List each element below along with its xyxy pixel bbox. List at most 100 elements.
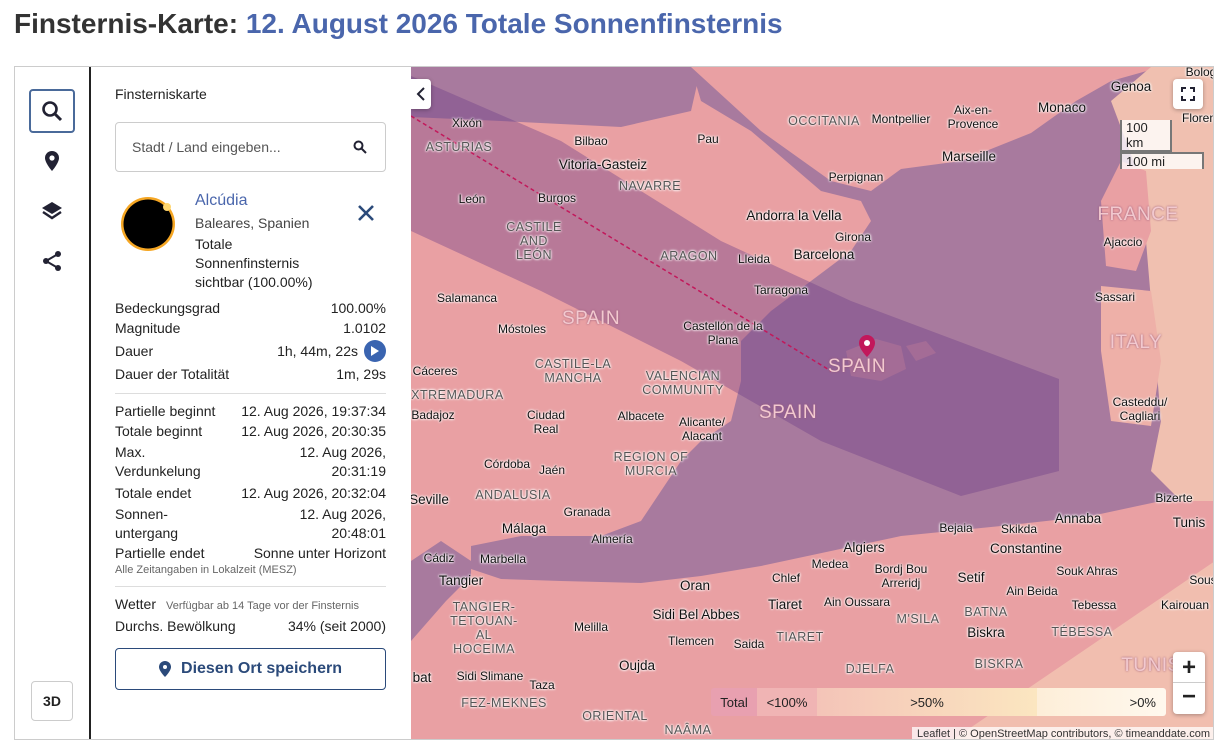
fullscreen-icon: [1181, 87, 1195, 101]
3d-button[interactable]: 3D: [31, 681, 73, 721]
pin-icon: [159, 661, 172, 677]
stat-value: 1.0102: [343, 320, 386, 336]
map-label: Floren: [1181, 111, 1214, 125]
legend-item: Total: [711, 688, 757, 716]
map-label: Montpellier: [871, 112, 931, 126]
map-label: Perpignan: [828, 170, 884, 184]
time-label: Max. Verdunkelung: [115, 444, 201, 479]
map-label: REGION OF MURCIA: [613, 450, 689, 478]
map-label: Tangier: [438, 573, 484, 588]
layers-tool[interactable]: [29, 189, 75, 233]
map-shapes: [411, 67, 1213, 739]
time-row: Max. Verdunkelung 12. Aug 2026, 20:31:19: [115, 443, 386, 481]
play-button[interactable]: [364, 340, 386, 362]
time-value: 12. Aug 2026, 20:48:01: [299, 506, 386, 541]
map-label: Tlemcen: [667, 634, 715, 648]
time-label: Partielle beginnt: [115, 403, 216, 419]
share-tool[interactable]: [29, 239, 75, 283]
location-region: Baleares, Spanien: [195, 215, 310, 231]
map-label: DJELFA: [845, 662, 895, 676]
map-label: FEZ-MEKNES: [461, 696, 547, 710]
marker-dot: [864, 340, 870, 346]
fullscreen[interactable]: [1173, 79, 1203, 109]
island: [906, 341, 936, 361]
map-label: CASTILE-LA MANCHA: [534, 357, 612, 385]
collapse-panel[interactable]: [411, 79, 431, 109]
map-label: Saida: [733, 637, 765, 651]
map-label: Ciudad Real: [526, 408, 566, 436]
panel-heading: Finsterniskarte: [115, 86, 207, 102]
separator: [115, 393, 386, 394]
map-label: Seville: [411, 492, 449, 507]
stat-label: Dauer: [115, 342, 154, 359]
zoom-out[interactable]: −: [1181, 683, 1196, 710]
map-label: Kairouan: [1160, 598, 1210, 612]
map-label: Girona: [834, 230, 872, 244]
map-label: Barcelona: [793, 247, 855, 262]
zoom-in[interactable]: +: [1173, 652, 1205, 683]
map-label: Genoa: [1110, 79, 1152, 94]
map-label: Setif: [957, 570, 985, 585]
title-link[interactable]: 12. August 2026 Totale Sonnenfinsternis: [245, 8, 783, 39]
map-label: Algiers: [843, 540, 885, 555]
search-placeholder: Stadt / Land eingeben...: [132, 139, 281, 155]
stat-value: 100.00%: [330, 300, 386, 316]
map-label: SPAIN: [561, 308, 621, 329]
map-label: Sassari: [1094, 290, 1136, 304]
map-label: Tunis: [1172, 515, 1206, 530]
search-tool[interactable]: [29, 89, 75, 133]
map-label: Granada: [563, 505, 611, 519]
map-label: ORIENTAL: [582, 709, 648, 723]
stat-row: Bedeckungsgrad 100.00%: [115, 299, 386, 318]
close-button[interactable]: [357, 204, 375, 222]
map-label: BISKRA: [974, 657, 1024, 671]
map-label: Ain Oussara: [823, 595, 891, 609]
save-button[interactable]: Diesen Ort speichern: [115, 648, 386, 690]
map-label: Chlef: [771, 571, 801, 585]
time-row: Totale beginnt 12. Aug 2026, 20:30:35: [115, 422, 386, 441]
map-label: Badajoz: [411, 408, 455, 422]
title-prefix: Finsternis-Karte:: [14, 8, 239, 39]
map-app: 3D Finsterniskarte Stadt / Land eingeben…: [14, 66, 1214, 740]
time-row: Totale endet 12. Aug 2026, 20:32:04: [115, 484, 386, 503]
scale-km: 100 km: [1120, 120, 1172, 152]
map-label: EXTREMADURA: [411, 388, 504, 402]
map-label: Castellón de la Plana: [683, 319, 763, 347]
cloud-label: Durchs. Bewölkung: [115, 618, 236, 634]
center-line: [411, 115, 832, 372]
map[interactable]: Xixón ASTURIAS Bilbao Pau OCCITANIA Montpelli…: [411, 67, 1214, 739]
zoom-control: + −: [1173, 652, 1205, 714]
map-label: Pau: [697, 132, 719, 146]
map-label: Oran: [679, 578, 711, 593]
location-tool[interactable]: [29, 139, 75, 183]
map-label: Burgos: [537, 191, 577, 205]
time-row: Partielle endet Sonne unter Horizont: [115, 544, 386, 563]
map-label: FRANCE: [1097, 204, 1179, 225]
map-label: Bizerte: [1155, 491, 1193, 505]
search-box[interactable]: Stadt / Land eingeben...: [115, 122, 386, 172]
map-label: Aix-en-Provence: [947, 103, 999, 131]
map-label: Bordj Bou Arreridj: [874, 562, 928, 590]
time-value: Sonne unter Horizont: [253, 545, 386, 561]
map-label: Tarragona: [753, 283, 809, 297]
search-icon: [353, 140, 367, 154]
map-label: Xixón: [451, 116, 483, 130]
chevron: [416, 87, 425, 101]
map-label: Ain Beida: [1006, 584, 1058, 598]
map-label: Medea: [811, 557, 849, 571]
map-label: Skikda: [1000, 522, 1038, 536]
map-label: CASTILE AND LEÓN: [506, 220, 562, 262]
map-label: Sidi Slimane: [456, 669, 524, 683]
map-label: Constantine: [989, 541, 1063, 556]
stat-row: Magnitude 1.0102: [115, 319, 386, 338]
map-label: Marbella: [479, 552, 527, 566]
map-label: Jaén: [538, 463, 566, 477]
map-label: Bejaia: [939, 521, 973, 535]
stat-row: Dauer der Totalität 1m, 29s: [115, 365, 386, 384]
map-label: ASTURIAS: [425, 140, 493, 154]
separator: [115, 586, 386, 587]
map-label: BATNA: [964, 605, 1008, 619]
time-row: Sonnen-untergang 12. Aug 2026, 20:48:01: [115, 505, 386, 543]
location-name[interactable]: Alcúdia: [195, 192, 248, 209]
